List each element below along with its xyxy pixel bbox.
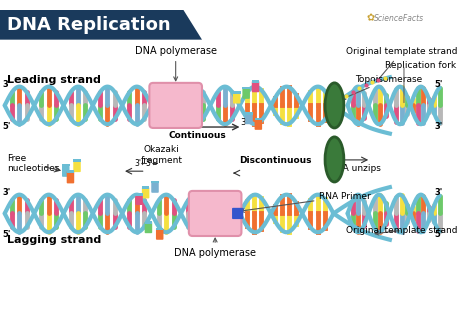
Text: 3': 3': [3, 188, 11, 197]
Text: Continuous: Continuous: [168, 131, 226, 140]
Text: Original template strand: Original template strand: [346, 47, 457, 82]
Text: Lagging strand: Lagging strand: [7, 235, 101, 245]
FancyBboxPatch shape: [67, 171, 74, 184]
FancyBboxPatch shape: [156, 229, 164, 240]
Bar: [67, 170, 74, 173]
Text: 3': 3': [240, 118, 248, 127]
Text: DNA unzips: DNA unzips: [329, 164, 381, 173]
Text: Leading strand: Leading strand: [7, 75, 100, 85]
FancyBboxPatch shape: [145, 222, 152, 233]
Bar: [135, 193, 143, 196]
Bar: [156, 228, 164, 230]
Text: 5': 5': [3, 230, 11, 239]
Bar: [142, 186, 149, 189]
Bar: [245, 112, 253, 115]
Text: Replication fork: Replication fork: [385, 61, 456, 69]
FancyBboxPatch shape: [62, 165, 70, 177]
FancyBboxPatch shape: [149, 83, 202, 128]
Polygon shape: [0, 10, 202, 40]
FancyBboxPatch shape: [73, 160, 81, 172]
FancyBboxPatch shape: [252, 81, 259, 92]
Bar: [73, 159, 81, 162]
Bar: [151, 181, 159, 184]
Text: 5'←: 5'←: [146, 159, 159, 168]
Text: DNA polymerase: DNA polymerase: [135, 46, 217, 81]
Text: RNA Primer: RNA Primer: [241, 192, 371, 212]
Text: Discontinuous: Discontinuous: [239, 156, 312, 165]
Bar: [255, 118, 262, 120]
Ellipse shape: [325, 137, 344, 182]
Text: ScienceFacts: ScienceFacts: [374, 14, 424, 23]
Text: 5': 5': [3, 122, 11, 131]
FancyBboxPatch shape: [135, 194, 143, 205]
Text: 3': 3': [434, 122, 442, 131]
Text: 3': 3': [434, 188, 442, 197]
Text: 5': 5': [434, 230, 442, 239]
Bar: [145, 221, 152, 224]
Bar: [62, 164, 70, 166]
Text: 3': 3': [3, 80, 11, 89]
Text: 3'←: 3'←: [134, 159, 148, 168]
Text: DNA polymerase: DNA polymerase: [174, 238, 256, 258]
FancyBboxPatch shape: [242, 87, 250, 99]
Text: 5': 5': [434, 80, 442, 89]
Text: Original template strand: Original template strand: [346, 226, 457, 235]
Ellipse shape: [325, 83, 344, 128]
Bar: [233, 91, 240, 94]
FancyBboxPatch shape: [255, 119, 262, 130]
Text: DNA Replication: DNA Replication: [7, 16, 170, 34]
FancyBboxPatch shape: [189, 191, 241, 236]
Text: Free
nucleotides: Free nucleotides: [8, 154, 60, 173]
Text: Topoisomerase: Topoisomerase: [342, 74, 422, 100]
FancyBboxPatch shape: [142, 187, 149, 198]
Text: ✿: ✿: [366, 13, 374, 23]
FancyBboxPatch shape: [233, 92, 240, 104]
Bar: [252, 80, 259, 83]
Text: Okazaki
fragment: Okazaki fragment: [141, 145, 182, 165]
FancyBboxPatch shape: [245, 113, 253, 124]
Bar: [242, 87, 250, 89]
FancyBboxPatch shape: [151, 182, 159, 193]
FancyBboxPatch shape: [232, 208, 243, 219]
